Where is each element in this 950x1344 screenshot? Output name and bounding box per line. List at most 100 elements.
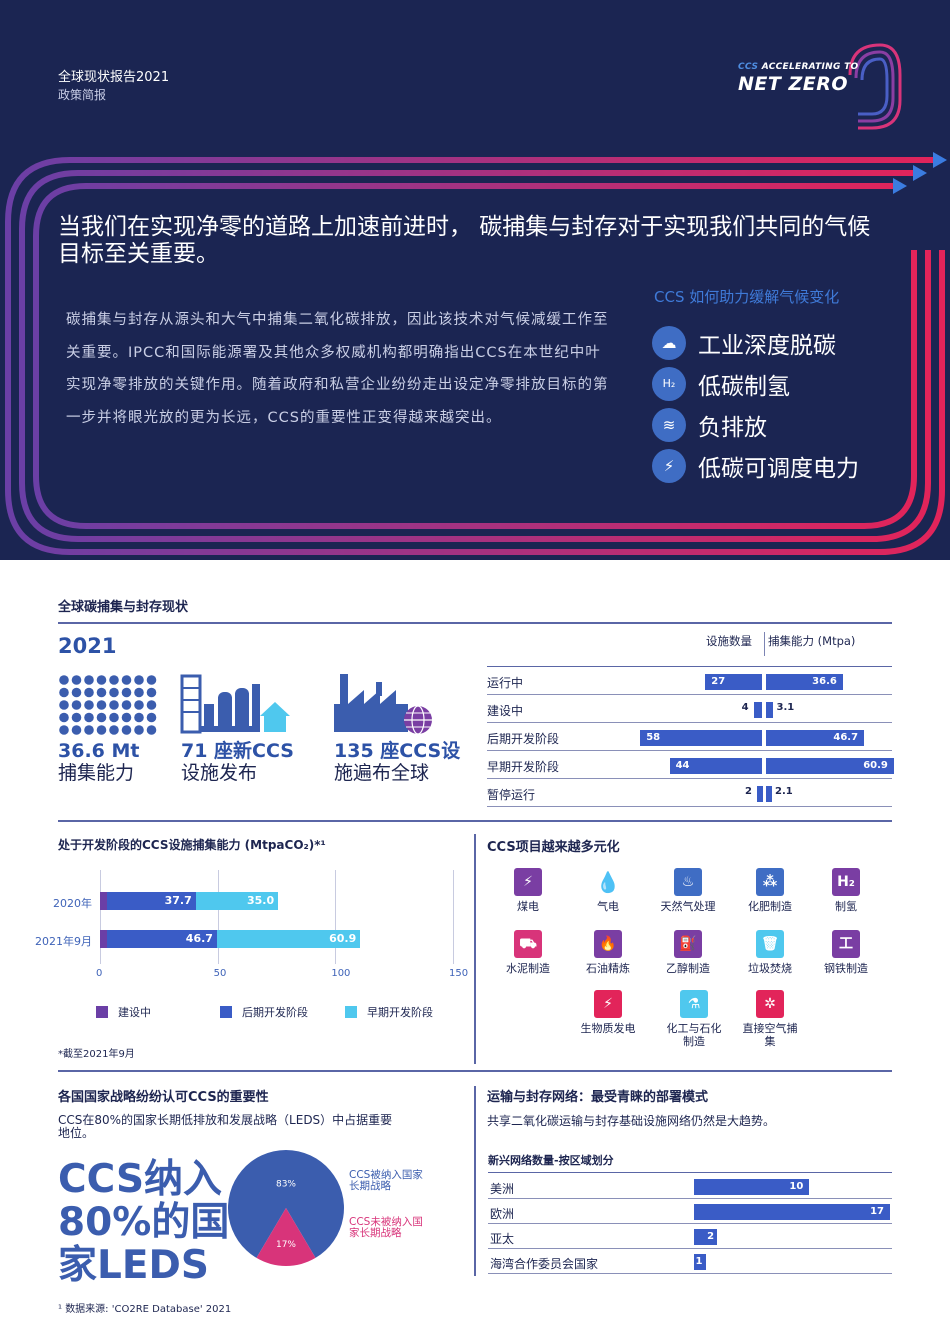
status-row: 早期开发阶段 44 60.9 [487,752,894,779]
dots-icon [59,675,157,735]
fertiliser-icon: ⁂ [756,868,784,896]
leds-description: CCS在80%的国家长期低排放和发展战略（LEDS）中占据重要地位。 [58,1113,393,1140]
stat-global-facilities-number: 135 座CCS设 [334,740,461,762]
capacity-value: 3.1 [776,702,795,713]
legend-early: 早期开发阶段 [345,1004,433,1020]
pie-slice [228,1150,344,1258]
dev-chart-title: 处于开发阶段的CCS设施捕集能力 (MtpaCO₂)*¹ [58,838,326,852]
network-row: 美洲 10 [488,1174,892,1199]
capacity-bar: 60.9 [766,758,894,774]
global-status-title: 全球碳捕集与封存现状 [58,600,189,615]
column-divider [474,834,476,1064]
column-divider [474,1086,476,1276]
industry-label: 化肥制造 [748,900,792,913]
status-row: 运行中 27 36.6 [487,668,892,695]
industry-label: 气电 [597,900,619,913]
ethanol-icon: ⛽ [674,930,702,958]
capacity-bar [766,702,773,718]
networks-title: 运输与封存网络：最受青睐的部署模式 [487,1090,709,1105]
industry-label: 石油精炼 [586,962,630,975]
accelerating-arrows [5,43,947,555]
category-label: 2020年 [53,897,92,910]
industry-label: 制氢 [835,900,857,913]
report-title: 全球现状报告2021 [58,70,170,85]
category-label: 2021年9月 [35,935,92,948]
legend-label: 早期开发阶段 [367,1006,433,1019]
facilities-bar: 44 [669,758,762,774]
pie-label-included: CCS被纳入国家长期战略 [349,1169,423,1192]
logo-accelerating: ACCELERATING TO [758,62,859,72]
industry-label: 化工与石化制造 [666,1022,722,1048]
industry-item: ♨ 天然气处理 [648,868,728,913]
gridline [453,870,454,964]
status-row-label: 早期开发阶段 [487,760,560,774]
networks-subtitle: 新兴网络数量-按区域划分 [488,1154,614,1167]
pie-slice [256,1208,316,1266]
gas-flame-icon: 💧 [595,869,621,894]
status-row-label: 建设中 [487,704,524,718]
chemicals-icon: ⚗ [680,990,708,1018]
waste-incineration-icon: 🗑 [756,930,784,958]
how-item: ☁ 工业深度脱碳 [652,322,859,363]
leds-pie-chart: 83% 17% [228,1150,344,1266]
networks-description: 共享二氧化碳运输与封存基础设施网络仍然是大趋势。 [487,1114,776,1128]
divider [58,622,892,624]
logo-net-zero: NET ZERO [738,73,848,95]
capacity-bar: 36.6 [766,674,843,690]
industry-label: 直接空气捕集 [742,1022,798,1048]
col-capacity-header: 捕集能力 (Mtpa) [768,634,856,648]
industry-label: 天然气处理 [660,900,716,913]
bar-segment: 37.7 [107,892,196,910]
network-region-label: 海湾合作委员会国家 [490,1257,599,1271]
global-facilities-icon [334,674,432,735]
legend-label: 后期开发阶段 [242,1006,308,1019]
divider [487,666,892,667]
status-row: 暂停运行 2 2.1 [487,780,892,807]
industry-item: 🔥 石油精炼 [568,930,648,975]
direct-air-capture-icon: ✲ [756,990,784,1018]
intro-paragraph: 碳捕集与封存从源头和大气中捕集二氧化碳排放，因此该技术对气候减缓工作至关重要。I… [66,312,609,426]
divider [58,820,892,822]
facilities-bar [753,702,762,718]
leds-headline: CCS纳入80%的国家LEDS [58,1157,230,1288]
gridline [217,870,219,964]
industry-item: 工钢铁制造 [806,930,886,975]
legend-swatch [220,1006,232,1018]
stat-new-facilities-number: 71 座新CCS [181,740,294,762]
divider [58,1070,892,1072]
dev-chart-footnote: *截至2021年9月 [58,1049,135,1060]
industry-item: ✲ 直接空气捕集 [730,990,810,1048]
how-item-label: 低碳可调度电力 [698,455,859,482]
new-facilities-icon [180,674,290,734]
gridline [335,870,337,964]
natural-gas-processing-icon: ♨ [674,868,702,896]
stat-new-facilities-text: 设施发布 [181,762,258,784]
network-region-label: 欧洲 [490,1207,515,1221]
factory-cloud-icon: ☁ [652,325,686,360]
industry-item: ⛽ 乙醇制造 [648,930,728,975]
facilities-bar [757,786,763,802]
status-row-label: 运行中 [487,676,524,690]
industry-label: 水泥制造 [506,962,550,975]
stat-capacity-number: 36.6 Mt [58,740,140,762]
status-row-label: 暂停运行 [487,788,536,802]
industry-label: 垃圾焚烧 [748,962,792,975]
iron-steel-icon: 工 [832,930,860,958]
divider [488,1172,892,1173]
network-row: 亚太 2 [488,1224,892,1249]
x-tick-label: 100 [331,968,351,979]
net-zero-logo: CCS ACCELERATING TO NET ZERO [738,62,859,95]
how-item: ⚡ 低碳可调度电力 [652,445,859,486]
capacity-bar: 46.7 [766,730,865,746]
network-row: 欧洲 17 [488,1199,892,1224]
how-item: ≋ 负排放 [652,404,859,445]
pie-label-not-included: CCS未被纳入国家长期战略 [349,1216,423,1239]
x-tick-label: 150 [449,968,469,979]
status-row: 建设中 4 3.1 [487,696,892,723]
industry-item: H₂ 制氢 [806,868,886,913]
bar-segment [100,930,108,948]
x-tick-label: 0 [96,968,103,979]
industry-label: 钢铁制造 [824,962,868,975]
cement-truck-icon: ⛟ [514,930,542,958]
industry-item: ⚡ 煤电 [488,868,568,913]
